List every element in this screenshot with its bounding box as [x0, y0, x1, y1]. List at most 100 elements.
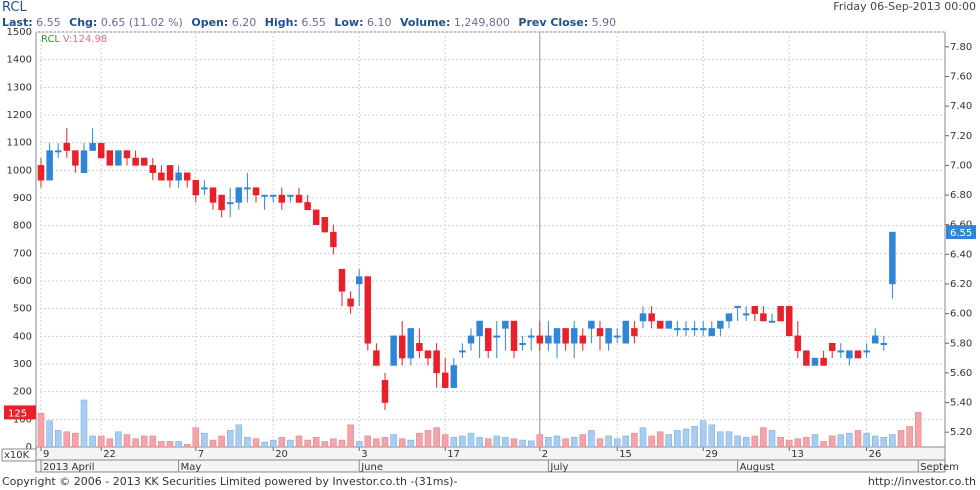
volume-badge — [4, 405, 36, 420]
x-axis-day-tick: 2 — [542, 449, 548, 460]
volume-unit-box — [1, 448, 37, 462]
volume-bar — [269, 439, 277, 448]
footer-url[interactable]: http://investor.co.th — [867, 475, 976, 488]
x-axis-day-tick: 13 — [791, 449, 804, 460]
candle-body — [226, 202, 234, 205]
candle-body — [321, 217, 329, 233]
volume-bar — [149, 435, 157, 448]
candle-body — [502, 320, 509, 329]
candle-body — [768, 320, 776, 323]
volume-bar — [725, 431, 733, 448]
high-value: 6.55 — [301, 16, 326, 29]
ticker-symbol: RCL — [2, 0, 27, 15]
price-axis-tick: 6.00 — [950, 309, 972, 320]
volume-axis-tick: 300 — [13, 359, 32, 370]
month-label: August — [740, 462, 775, 473]
volume-bar — [605, 435, 612, 448]
month-label: June — [360, 462, 383, 473]
candle-body — [889, 231, 896, 285]
volume-bar — [863, 432, 870, 448]
volume-bar — [441, 434, 449, 448]
chg-label: Chg: — [69, 16, 98, 29]
price-axis-tick: 7.20 — [950, 131, 972, 142]
volume-bar — [295, 435, 303, 448]
volume-bar — [846, 432, 853, 448]
volume-axis-tick: 1100 — [7, 138, 32, 149]
x-axis-day-tick: 17 — [447, 449, 460, 460]
volume-label: Volume: — [400, 16, 451, 29]
candle-body — [441, 372, 449, 388]
volume-bar — [527, 440, 535, 448]
chart-datetime: Friday 06-Sep-2013 00:00 — [833, 0, 976, 13]
volume-bar — [622, 435, 630, 448]
candle-body — [209, 187, 217, 203]
volume-axis-tick: 800 — [13, 221, 32, 232]
volume-bar — [175, 441, 182, 448]
volume-bar — [209, 439, 217, 448]
candle-body — [536, 335, 544, 344]
volume-bar — [115, 431, 122, 448]
volume-bar — [312, 437, 320, 448]
volume-bar — [183, 443, 191, 448]
open-label: Open: — [191, 16, 229, 29]
last-value: 6.55 — [36, 16, 61, 29]
volume-bar — [381, 437, 389, 448]
price-axis-tick: 5.20 — [950, 427, 972, 438]
month-label: Septem — [920, 462, 959, 473]
volume-bar — [304, 439, 311, 448]
volume-bar — [820, 441, 827, 448]
legend-volume-value: V:124.98 — [63, 34, 107, 45]
candle-body — [760, 313, 767, 322]
candle-body — [803, 350, 810, 366]
candle-body — [613, 335, 621, 338]
volume-badge-label: 125 — [8, 408, 27, 419]
candle-body — [665, 320, 673, 329]
volume-bar — [871, 435, 879, 448]
candle-body — [708, 328, 716, 337]
volume-bar — [407, 439, 415, 448]
volume-bar — [46, 420, 53, 448]
volume-bar — [459, 435, 466, 448]
low-value: 6.10 — [367, 16, 392, 29]
candle-body — [312, 209, 320, 225]
volume-bar — [811, 434, 819, 448]
quote-infobar: Last: 6.55 Chg: 0.65 (11.02 %) Open: 6.2… — [2, 16, 621, 29]
price-axis-tick: 6.20 — [950, 279, 972, 290]
candle-body — [166, 165, 174, 181]
volume-bar — [699, 420, 707, 448]
volume-bar — [166, 441, 174, 448]
candle-body — [132, 157, 139, 166]
volume-bar — [656, 431, 664, 448]
price-axis-tick: 5.80 — [950, 338, 972, 349]
volume-bar — [717, 431, 724, 448]
volume-axis-tick: 1300 — [7, 82, 32, 93]
volume-bar — [201, 432, 208, 448]
volume-bar — [226, 430, 234, 448]
candle-body — [751, 305, 759, 314]
month-label: 2013 April — [43, 462, 94, 473]
candle-body — [493, 335, 501, 338]
candle-body — [416, 343, 423, 351]
price-axis-tick: 6.40 — [950, 249, 972, 260]
volume-bar — [390, 434, 397, 448]
volume-bar — [278, 437, 286, 448]
volume-bar — [777, 437, 784, 448]
volume-bar — [760, 427, 767, 448]
last-price-badge — [946, 225, 976, 240]
volume-bar — [37, 412, 45, 448]
candle-body — [218, 194, 225, 211]
volume-bar — [674, 430, 681, 448]
volume-bar — [72, 432, 79, 448]
candle-body — [330, 231, 337, 248]
volume-bar — [682, 428, 690, 448]
volume-bar — [613, 438, 621, 448]
volume-axis-tick: 600 — [13, 276, 32, 287]
candle-body — [674, 328, 681, 331]
candle-body — [46, 150, 53, 181]
volume-bar — [519, 439, 526, 448]
volume-bar — [261, 441, 268, 448]
x-axis-day-tick: 7 — [198, 449, 204, 460]
candle-body — [519, 343, 526, 345]
month-band — [35, 459, 946, 473]
